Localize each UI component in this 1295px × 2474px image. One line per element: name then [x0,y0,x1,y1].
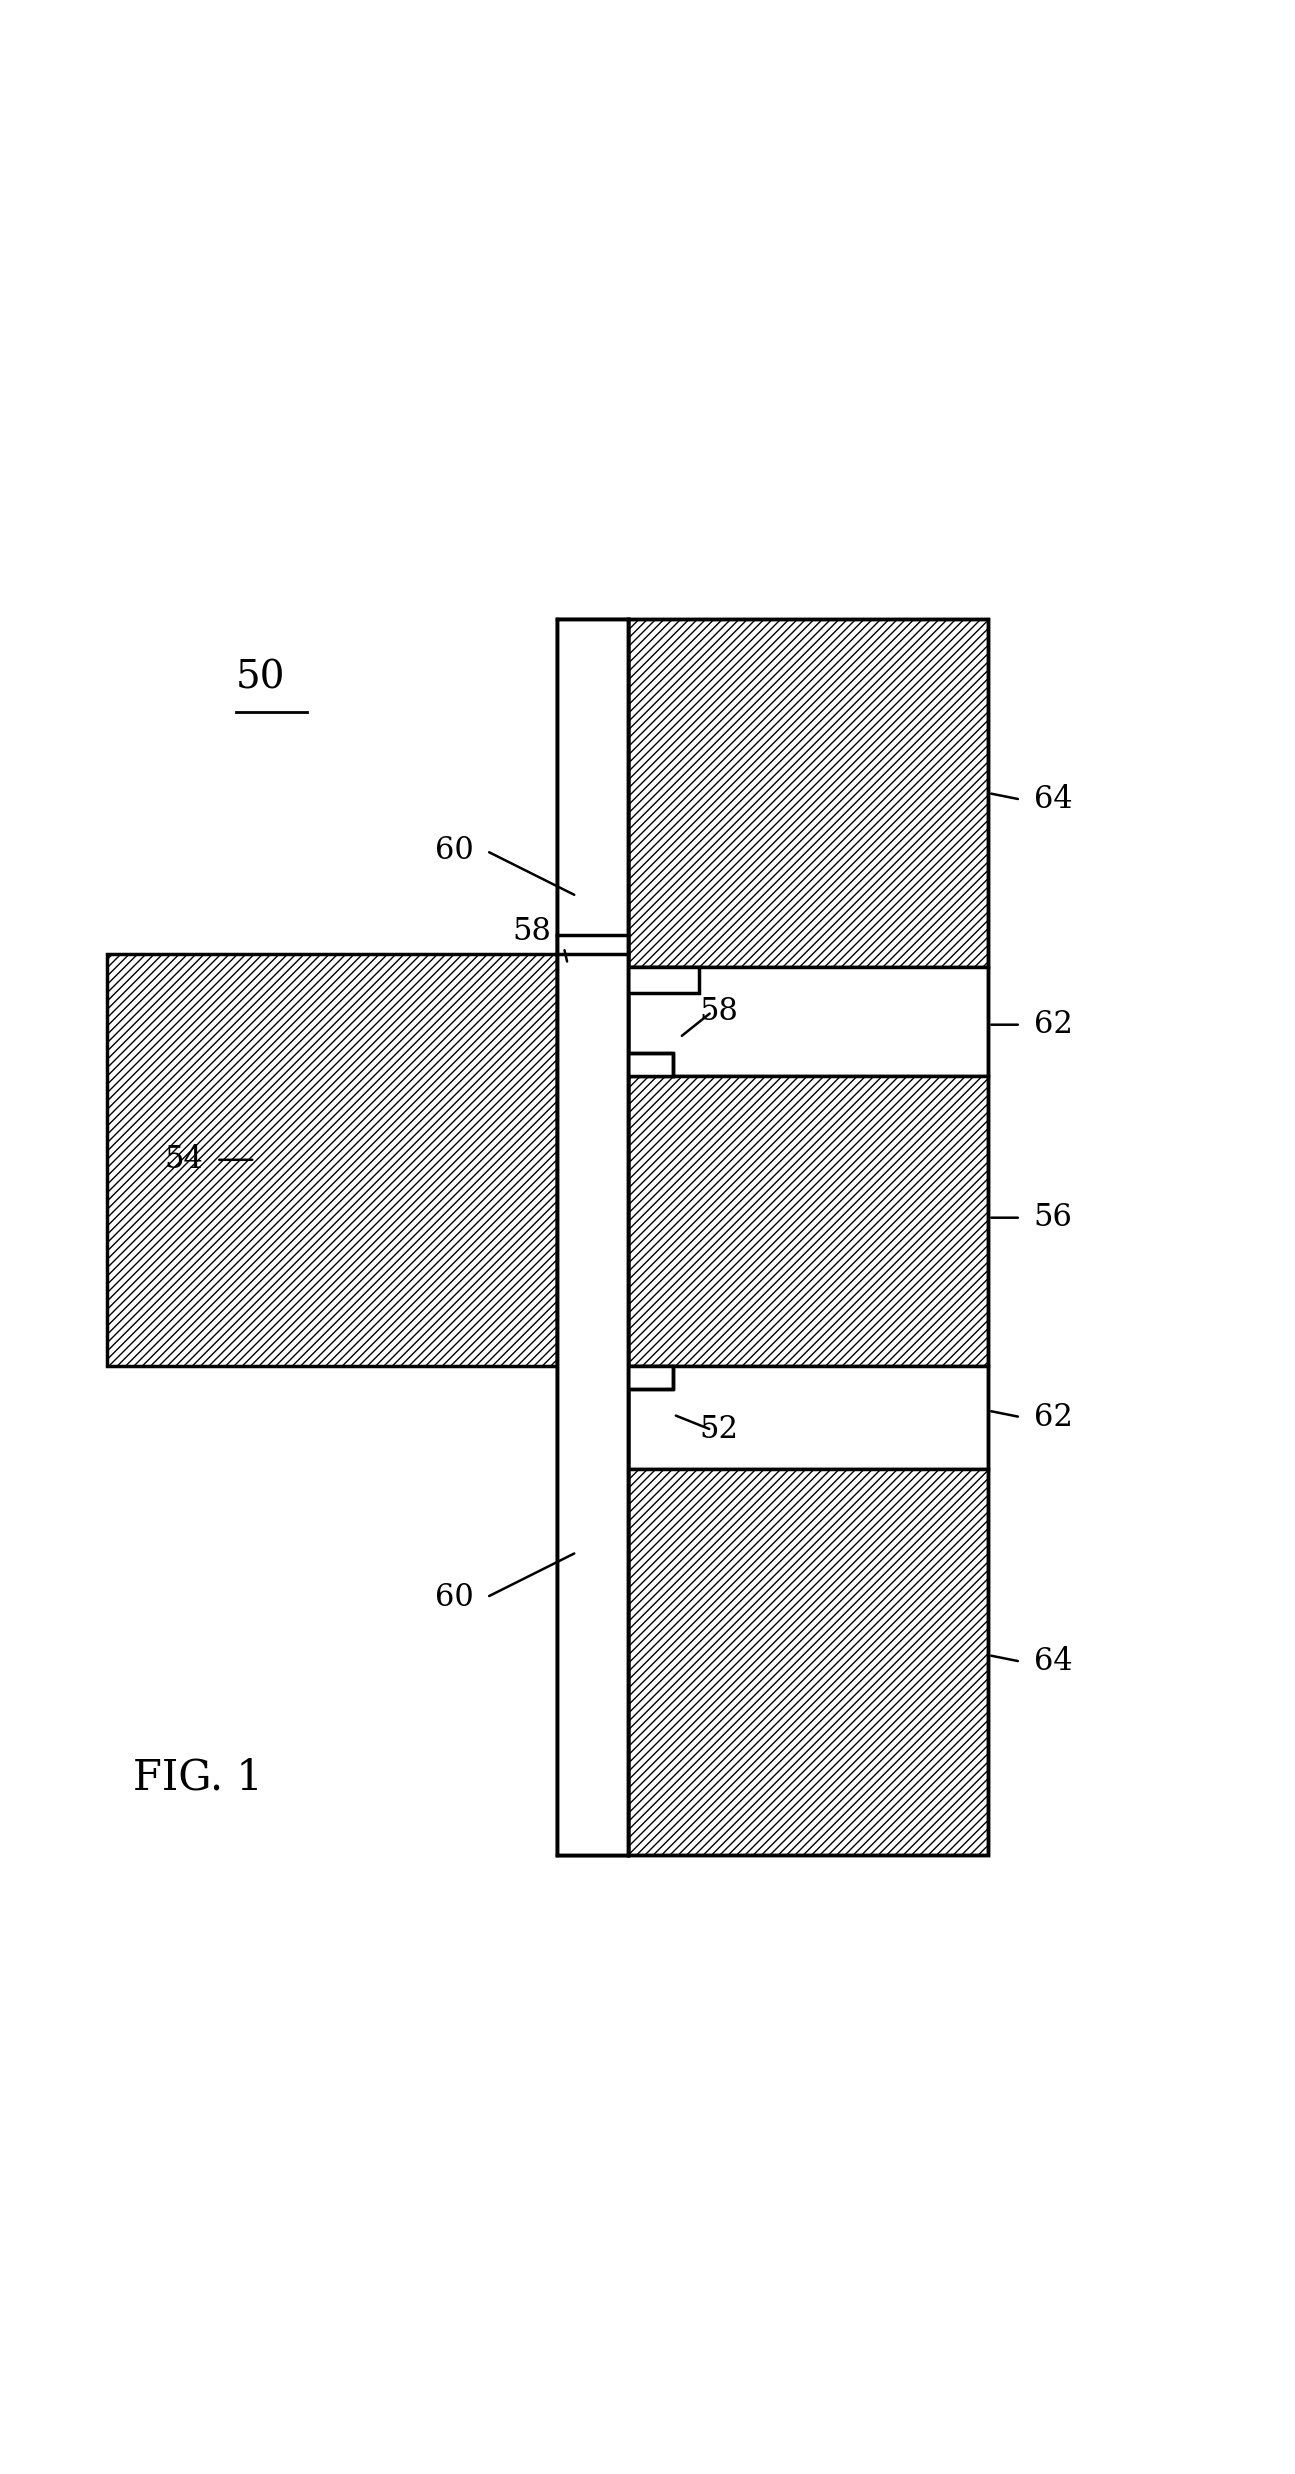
Text: 52: 52 [699,1415,738,1445]
Text: 64: 64 [1033,1645,1072,1677]
Text: 62: 62 [1033,1009,1072,1039]
Bar [628,967,699,992]
Text: 64: 64 [1033,784,1072,814]
Bar [107,955,557,1366]
Bar [628,967,988,1076]
Bar [628,1366,673,1388]
Bar [557,618,628,1856]
Bar [628,1076,988,1366]
Bar [628,618,988,967]
Text: 60: 60 [435,1581,474,1613]
Text: FIG. 1: FIG. 1 [133,1757,263,1799]
Text: 54: 54 [164,1145,203,1175]
Bar [628,1470,988,1856]
Text: 62: 62 [1033,1403,1072,1432]
Text: 58: 58 [512,915,550,948]
Bar [628,1054,673,1076]
Text: 56: 56 [1033,1202,1072,1232]
Bar [628,1366,988,1470]
Text: 60: 60 [435,836,474,866]
Bar [557,935,628,955]
Text: 58: 58 [699,997,738,1027]
Bar [557,618,628,1856]
Bar [628,618,988,1856]
Text: 50: 50 [236,661,285,698]
